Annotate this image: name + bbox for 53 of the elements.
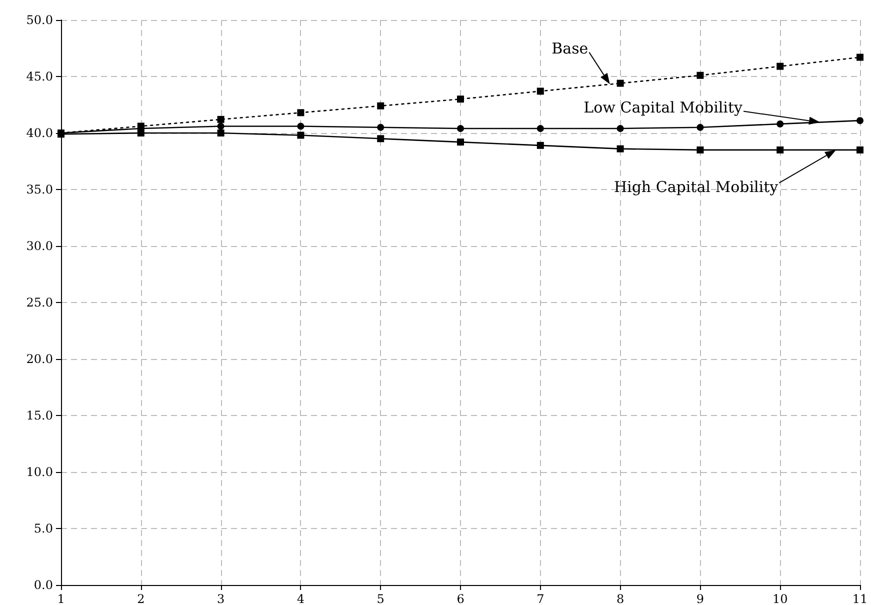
- y-tick-label: 5.0: [34, 522, 53, 536]
- y-tick-label: 45.0: [26, 70, 53, 84]
- point: [217, 122, 224, 130]
- y-tick-label: 35.0: [26, 182, 53, 196]
- x-tick-label: 11: [852, 592, 868, 605]
- point: [536, 124, 544, 132]
- y-tick-label: 25.0: [26, 296, 53, 310]
- x-tick-label: 7: [536, 592, 544, 605]
- point: [856, 146, 864, 154]
- x-tick-label: 4: [296, 592, 305, 605]
- point: [536, 142, 544, 149]
- point: [856, 54, 864, 61]
- y-tick-label: 40.0: [26, 126, 53, 140]
- point: [137, 130, 144, 136]
- point: [776, 120, 784, 128]
- y-tick-label: 30.0: [26, 239, 53, 253]
- point: [297, 132, 304, 139]
- y-tick-label: 20.0: [26, 352, 53, 366]
- x-tick-label: 3: [216, 592, 225, 605]
- legend-label: Low Capital Mobility: [584, 98, 743, 116]
- point: [696, 72, 704, 79]
- point: [616, 124, 624, 132]
- point: [297, 122, 304, 130]
- y-tick-label: 0.0: [34, 578, 53, 592]
- x-tick-label: 1: [57, 592, 65, 605]
- point: [696, 124, 704, 131]
- series-label: Base: [552, 39, 588, 58]
- point: [776, 146, 784, 154]
- x-tick-label: 5: [376, 592, 384, 605]
- point: [297, 109, 304, 116]
- y-tick-label: 10.0: [26, 465, 53, 479]
- x-tick-label: 9: [696, 592, 704, 605]
- point: [536, 88, 544, 95]
- y-tick-label: 15.0: [26, 408, 53, 422]
- point: [457, 96, 464, 103]
- point: [377, 135, 384, 142]
- point: [856, 117, 864, 124]
- point: [616, 80, 624, 87]
- point: [377, 124, 384, 131]
- point: [457, 124, 464, 132]
- point: [616, 145, 624, 152]
- point: [377, 102, 384, 110]
- point: [696, 146, 704, 154]
- x-tick-label: 6: [456, 592, 464, 605]
- point: [776, 62, 784, 70]
- series-label: High Capital Mobility: [614, 178, 779, 196]
- point: [457, 138, 464, 146]
- x-tick-label: 8: [616, 592, 624, 605]
- y-tick-label: 50.0: [26, 13, 53, 27]
- x-tick-label: 10: [772, 592, 788, 605]
- point: [217, 116, 224, 123]
- point: [217, 130, 224, 136]
- x-tick-label: 2: [137, 592, 145, 605]
